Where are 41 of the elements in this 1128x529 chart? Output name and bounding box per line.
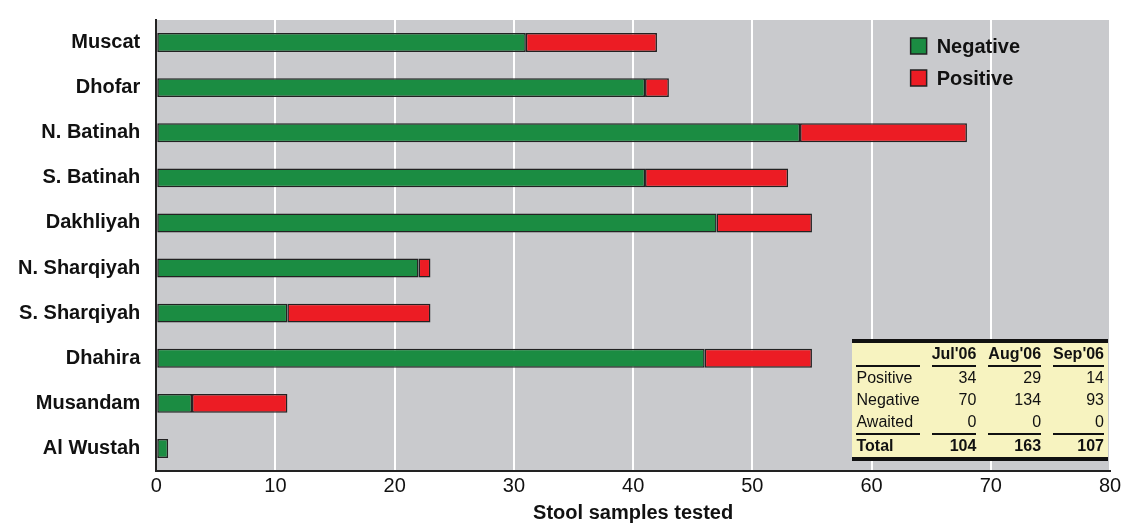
- x-tick-label: 50: [741, 473, 764, 496]
- annotation: Sep'06: [1053, 343, 1104, 367]
- annotation: 104: [931, 433, 977, 457]
- y-tick-label: S. Sharqiyah: [19, 300, 141, 323]
- legend-label: Positive: [936, 66, 1014, 89]
- x-tick-label: 20: [383, 473, 406, 496]
- annotation: 0: [966, 412, 977, 432]
- y-tick-label: Al Wustah: [42, 435, 141, 458]
- annotation: Total: [856, 433, 920, 457]
- annotation: Aug'06: [988, 343, 1042, 367]
- x-tick-label: 80: [1098, 473, 1122, 496]
- annotation: 70: [957, 390, 977, 410]
- x-tick-label: 30: [502, 473, 526, 496]
- annotation: Jul'06: [931, 343, 977, 367]
- annotation: 163: [988, 433, 1042, 457]
- y-tick-label: Dakhliyah: [45, 210, 141, 233]
- annotation: 0: [1031, 412, 1042, 432]
- y-tick-label: Musandam: [35, 390, 141, 413]
- y-tick-label: S. Batinah: [42, 165, 141, 188]
- y-tick-label: Dhofar: [75, 75, 141, 98]
- y-tick-label: N. Sharqiyah: [17, 255, 141, 278]
- annotation: 93: [1085, 390, 1104, 410]
- x-tick-label: 40: [622, 473, 645, 496]
- x-axis-title: Stool samples tested: [533, 500, 734, 523]
- annotation: Negative: [856, 390, 920, 410]
- annotation: 14: [1085, 368, 1104, 388]
- x-tick-label: 70: [979, 473, 1002, 496]
- annotation: 0: [1094, 412, 1104, 432]
- annotation: Awaited: [856, 412, 915, 432]
- annotation: 134: [1013, 390, 1042, 410]
- x-tick-label: 60: [860, 473, 883, 496]
- y-tick-label: N. Batinah: [41, 120, 141, 143]
- y-tick-label: Dhahira: [65, 345, 142, 368]
- annotation: 107: [1053, 433, 1104, 457]
- y-tick-label: Muscat: [71, 30, 141, 53]
- annotation: 29: [1022, 368, 1042, 388]
- annotation: 34: [957, 368, 977, 388]
- x-tick-label: 0: [150, 473, 162, 496]
- annotation: Positive: [856, 368, 914, 388]
- x-tick-label: 10: [264, 473, 287, 496]
- legend-label: Negative: [936, 34, 1021, 57]
